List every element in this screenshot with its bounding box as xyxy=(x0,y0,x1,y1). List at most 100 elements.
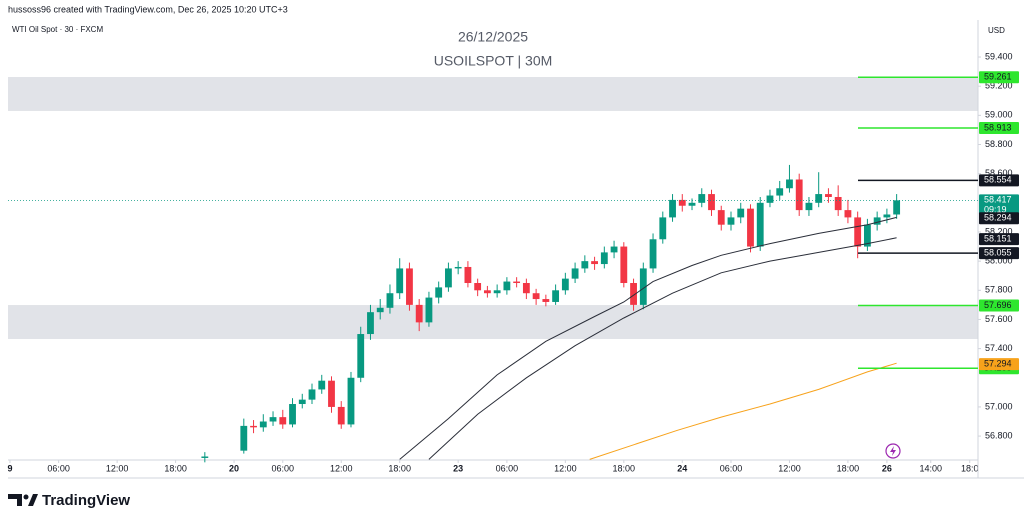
y-tick-label: 59.400 xyxy=(985,51,1013,61)
candle-body xyxy=(678,199,686,206)
price-label-box xyxy=(979,358,1019,371)
candle-body xyxy=(201,456,209,458)
y-tick-label: 59.000 xyxy=(985,110,1013,120)
axis-labels: 59.26158.91358.55458.05557.69657.26558.4… xyxy=(979,71,1019,375)
candle-body xyxy=(347,377,355,425)
candle-body xyxy=(756,202,764,247)
y-tick-label: 58.600 xyxy=(985,168,1013,178)
candle-body xyxy=(337,406,345,425)
candle-body xyxy=(493,290,501,294)
candle-body xyxy=(688,202,696,206)
candle-body xyxy=(805,202,813,211)
candle-body xyxy=(279,417,287,425)
candle-body xyxy=(561,278,569,291)
candle-body xyxy=(445,268,452,288)
y-tick-label: 57.000 xyxy=(985,401,1013,411)
candle-body xyxy=(766,195,774,203)
candle-body xyxy=(435,287,443,298)
candle-body xyxy=(522,283,530,294)
candle-body xyxy=(649,239,657,269)
candle-body xyxy=(308,389,316,400)
y-tick-label: 58.000 xyxy=(985,256,1013,266)
candle-body xyxy=(474,283,482,291)
candle-body xyxy=(727,217,735,225)
candle-body xyxy=(863,224,871,247)
candle-body xyxy=(406,268,413,305)
price-label: 57.294 xyxy=(984,358,1012,368)
candle-body xyxy=(825,194,832,197)
candle-body xyxy=(269,417,277,422)
candle-body xyxy=(708,194,715,211)
candle-body xyxy=(386,293,394,308)
x-tick-label: 18:0 xyxy=(961,463,979,473)
icon-bolt[interactable] xyxy=(890,446,896,456)
x-tick-label: 06:00 xyxy=(272,463,295,473)
candle-body xyxy=(376,307,384,313)
logo-mark xyxy=(8,494,22,506)
price-label-box xyxy=(979,194,1019,217)
logo: TradingView xyxy=(8,492,130,509)
candle-body xyxy=(240,425,248,451)
price-label: 58.294 xyxy=(984,213,1012,223)
candle-body xyxy=(873,217,881,225)
candle-body xyxy=(357,334,365,378)
price-label-box xyxy=(979,247,1019,260)
price-label-box xyxy=(979,174,1019,187)
y-tick-label: 58.800 xyxy=(985,139,1013,149)
replay-icon[interactable] xyxy=(885,443,901,459)
x-tick-label: 23 xyxy=(453,463,463,473)
x-tick-label: 12:00 xyxy=(330,463,353,473)
zones xyxy=(8,77,978,339)
x-tick-label: 06:00 xyxy=(47,463,70,473)
candle-body xyxy=(620,246,628,284)
price-label-box xyxy=(979,71,1019,84)
candle-body xyxy=(698,194,706,203)
candle-body xyxy=(747,208,754,247)
candle-body xyxy=(415,304,423,323)
x-tick-label: 18:00 xyxy=(613,463,636,473)
price-label: 58.417 xyxy=(984,195,1012,205)
candle-body xyxy=(795,179,803,211)
zone xyxy=(8,305,978,339)
y-tick-label: 57.400 xyxy=(985,343,1013,353)
candle-body xyxy=(318,380,326,390)
brand: TradingView xyxy=(42,492,130,509)
plot xyxy=(8,76,978,463)
watermark-date: 26/12/2025 xyxy=(458,29,528,45)
price-label-box xyxy=(979,299,1019,312)
watermark-symbol: USOILSPOT | 30M xyxy=(434,53,553,69)
candle-body xyxy=(815,194,823,203)
price-label: 58.913 xyxy=(984,122,1012,132)
candle-body xyxy=(503,281,511,291)
price-label-box xyxy=(979,212,1019,225)
x-tick-label: 06:00 xyxy=(496,463,519,473)
candle-body xyxy=(464,266,472,284)
zone xyxy=(8,77,978,111)
y-tick-label: 57.800 xyxy=(985,285,1013,295)
x-tick-label: 18:00 xyxy=(837,463,860,473)
candle-body xyxy=(571,268,579,279)
candle-body xyxy=(591,261,598,265)
candle-body xyxy=(454,266,462,269)
candle-body xyxy=(552,290,560,302)
logo-slash xyxy=(28,494,38,506)
candle-body xyxy=(259,421,267,428)
candle-body xyxy=(513,281,521,284)
x-tick-label: 18:00 xyxy=(388,463,411,473)
x-tick-label: 12:00 xyxy=(554,463,577,473)
candle-body xyxy=(532,293,540,300)
candle-body xyxy=(883,214,891,218)
moving-average xyxy=(589,362,897,460)
candle-body xyxy=(542,299,550,302)
candle-body xyxy=(893,200,901,215)
countdown: 09:19 xyxy=(984,205,1007,215)
x-tick-label: 12:00 xyxy=(778,463,801,473)
price-label: 59.261 xyxy=(984,72,1012,82)
y-tick-label: 57.600 xyxy=(985,314,1013,324)
x-tick-label: 26 xyxy=(882,463,892,473)
candle-body xyxy=(610,246,618,253)
currency: USD xyxy=(988,26,1005,35)
symbol-info: WTI Oil Spot · 30 · FXCM xyxy=(12,25,103,34)
candle-body xyxy=(298,399,306,405)
